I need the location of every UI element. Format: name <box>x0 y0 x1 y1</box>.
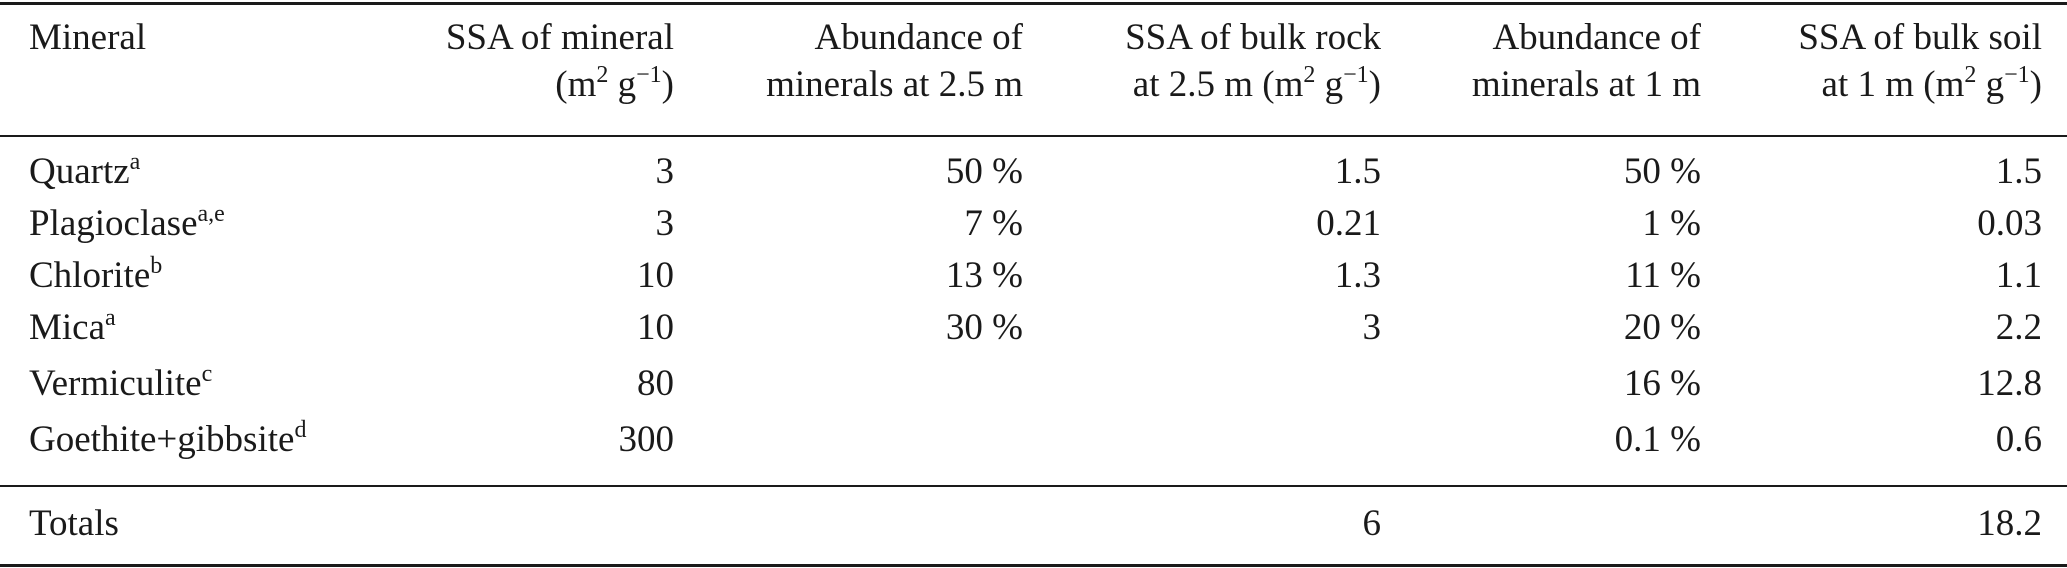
mineral-name: Goethite+gibbsited <box>29 417 307 460</box>
table-row: Micaa 10 30 % 3 20 % 2.2 <box>0 306 2067 350</box>
table-row: Plagioclasea,e 3 7 % 0.21 1 % 0.03 <box>0 202 2067 246</box>
ssa-mineral-cell: 10 <box>637 255 674 296</box>
abundance-25m-cell: 7 % <box>964 203 1023 244</box>
table-row: Goethite+gibbsited 300 0.1 % 0.6 <box>0 418 2067 462</box>
abundance-1m-cell: 0.1 % <box>1614 419 1701 460</box>
abundance-1m-cell: 11 % <box>1625 255 1701 296</box>
ssa-rock-cell: 3 <box>1362 307 1382 348</box>
ssa-mineral-cell: 300 <box>618 419 675 460</box>
footnote-marker: a,e <box>197 201 225 227</box>
ssa-rock-cell: 0.21 <box>1316 203 1381 244</box>
table-top-rule <box>0 2 2067 5</box>
header-mineral: Mineral <box>29 17 147 58</box>
table-bottom-rule <box>0 564 2067 567</box>
totals-row: Totals 6 18.2 <box>0 502 2067 546</box>
ssa-soil-cell: 2.2 <box>1995 307 2042 348</box>
totals-ssa-rock: 6 <box>1362 503 1382 544</box>
header-ssa-bulk-rock: SSA of bulk rock at 2.5 m (m2 g−1) <box>1125 17 1381 105</box>
footnote-marker: c <box>201 361 213 387</box>
header-ssa-bulk-soil: SSA of bulk soil at 1 m (m2 g−1) <box>1798 17 2042 105</box>
abundance-25m-cell: 30 % <box>945 307 1023 348</box>
footnote-marker: a <box>129 149 141 175</box>
ssa-mineral-cell: 80 <box>637 363 674 404</box>
table-row: Quartza 3 50 % 1.5 50 % 1.5 <box>0 150 2067 194</box>
footnote-marker: b <box>150 253 163 279</box>
ssa-soil-cell: 12.8 <box>1977 363 2042 404</box>
totals-ssa-soil: 18.2 <box>1977 503 2042 544</box>
header-ssa-mineral: SSA of mineral (m2 g−1) <box>445 17 674 105</box>
table-row: Vermiculitec 80 16 % 12.8 <box>0 362 2067 406</box>
footnote-marker: a <box>105 305 116 331</box>
abundance-25m-cell: 50 % <box>945 151 1023 192</box>
abundance-1m-cell: 16 % <box>1623 363 1701 404</box>
header-rule <box>0 135 2067 137</box>
mineral-name: Plagioclasea,e <box>29 201 225 244</box>
ssa-soil-cell: 1.1 <box>1995 255 2042 296</box>
abundance-1m-cell: 1 % <box>1642 203 1701 244</box>
header-abundance-1m: Abundance of minerals at 1 m <box>1471 17 1701 105</box>
ssa-soil-cell: 0.03 <box>1977 203 2042 244</box>
mineral-name: Chloriteb <box>29 253 163 296</box>
ssa-mineral-cell: 3 <box>655 151 675 192</box>
mineral-name: Micaa <box>29 305 116 348</box>
header-abundance-25m: Abundance of minerals at 2.5 m <box>766 17 1023 105</box>
footnote-marker: d <box>294 417 307 443</box>
ssa-mineral-cell: 3 <box>655 203 675 244</box>
mineral-name: Quartza <box>29 149 141 192</box>
ssa-soil-cell: 1.5 <box>1995 151 2042 192</box>
table-row: Chloriteb 10 13 % 1.3 11 % 1.1 <box>0 254 2067 298</box>
abundance-25m-cell: 13 % <box>945 255 1023 296</box>
mineral-name: Vermiculitec <box>29 361 213 404</box>
ssa-rock-cell: 1.5 <box>1334 151 1381 192</box>
abundance-1m-cell: 50 % <box>1623 151 1701 192</box>
totals-label: Totals <box>29 503 119 544</box>
totals-rule <box>0 485 2067 487</box>
ssa-rock-cell: 1.3 <box>1334 255 1381 296</box>
ssa-mineral-cell: 10 <box>637 307 674 348</box>
abundance-1m-cell: 20 % <box>1623 307 1701 348</box>
ssa-soil-cell: 0.6 <box>1995 419 2042 460</box>
